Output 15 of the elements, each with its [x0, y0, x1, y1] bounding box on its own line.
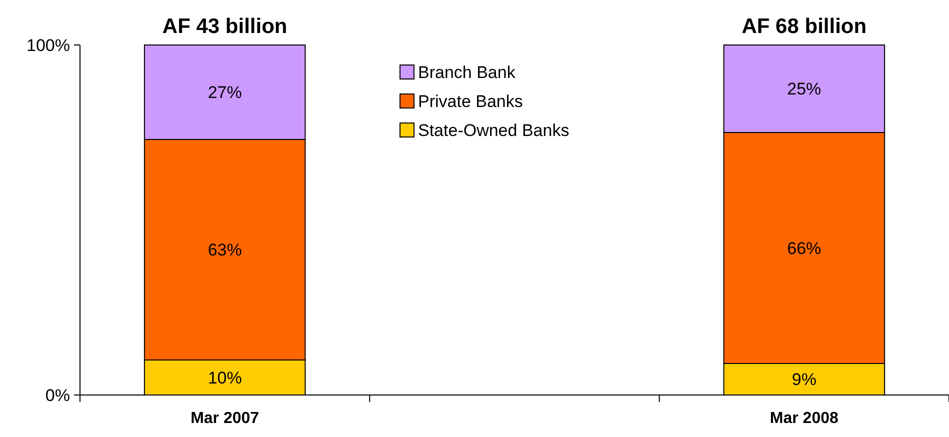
- y-tick-label: 0%: [45, 386, 70, 405]
- legend-label: Private Banks: [418, 92, 523, 111]
- data-label: 10%: [208, 368, 242, 388]
- data-label: 66%: [787, 238, 822, 258]
- legend-label: Branch Bank: [418, 62, 516, 82]
- y-tick-label: 100%: [26, 36, 70, 55]
- x-tick-label: Mar 2007: [190, 410, 260, 427]
- legend-label: State-Owned Banks: [418, 120, 570, 140]
- data-label: 9%: [792, 370, 816, 390]
- total-label: AF 43 billion: [162, 15, 288, 38]
- x-tick-label: Mar 2008: [770, 410, 839, 427]
- total-label: AF 68 billion: [742, 15, 867, 38]
- data-label: 27%: [208, 83, 242, 102]
- data-label: 63%: [208, 240, 242, 260]
- data-label: 25%: [787, 80, 822, 99]
